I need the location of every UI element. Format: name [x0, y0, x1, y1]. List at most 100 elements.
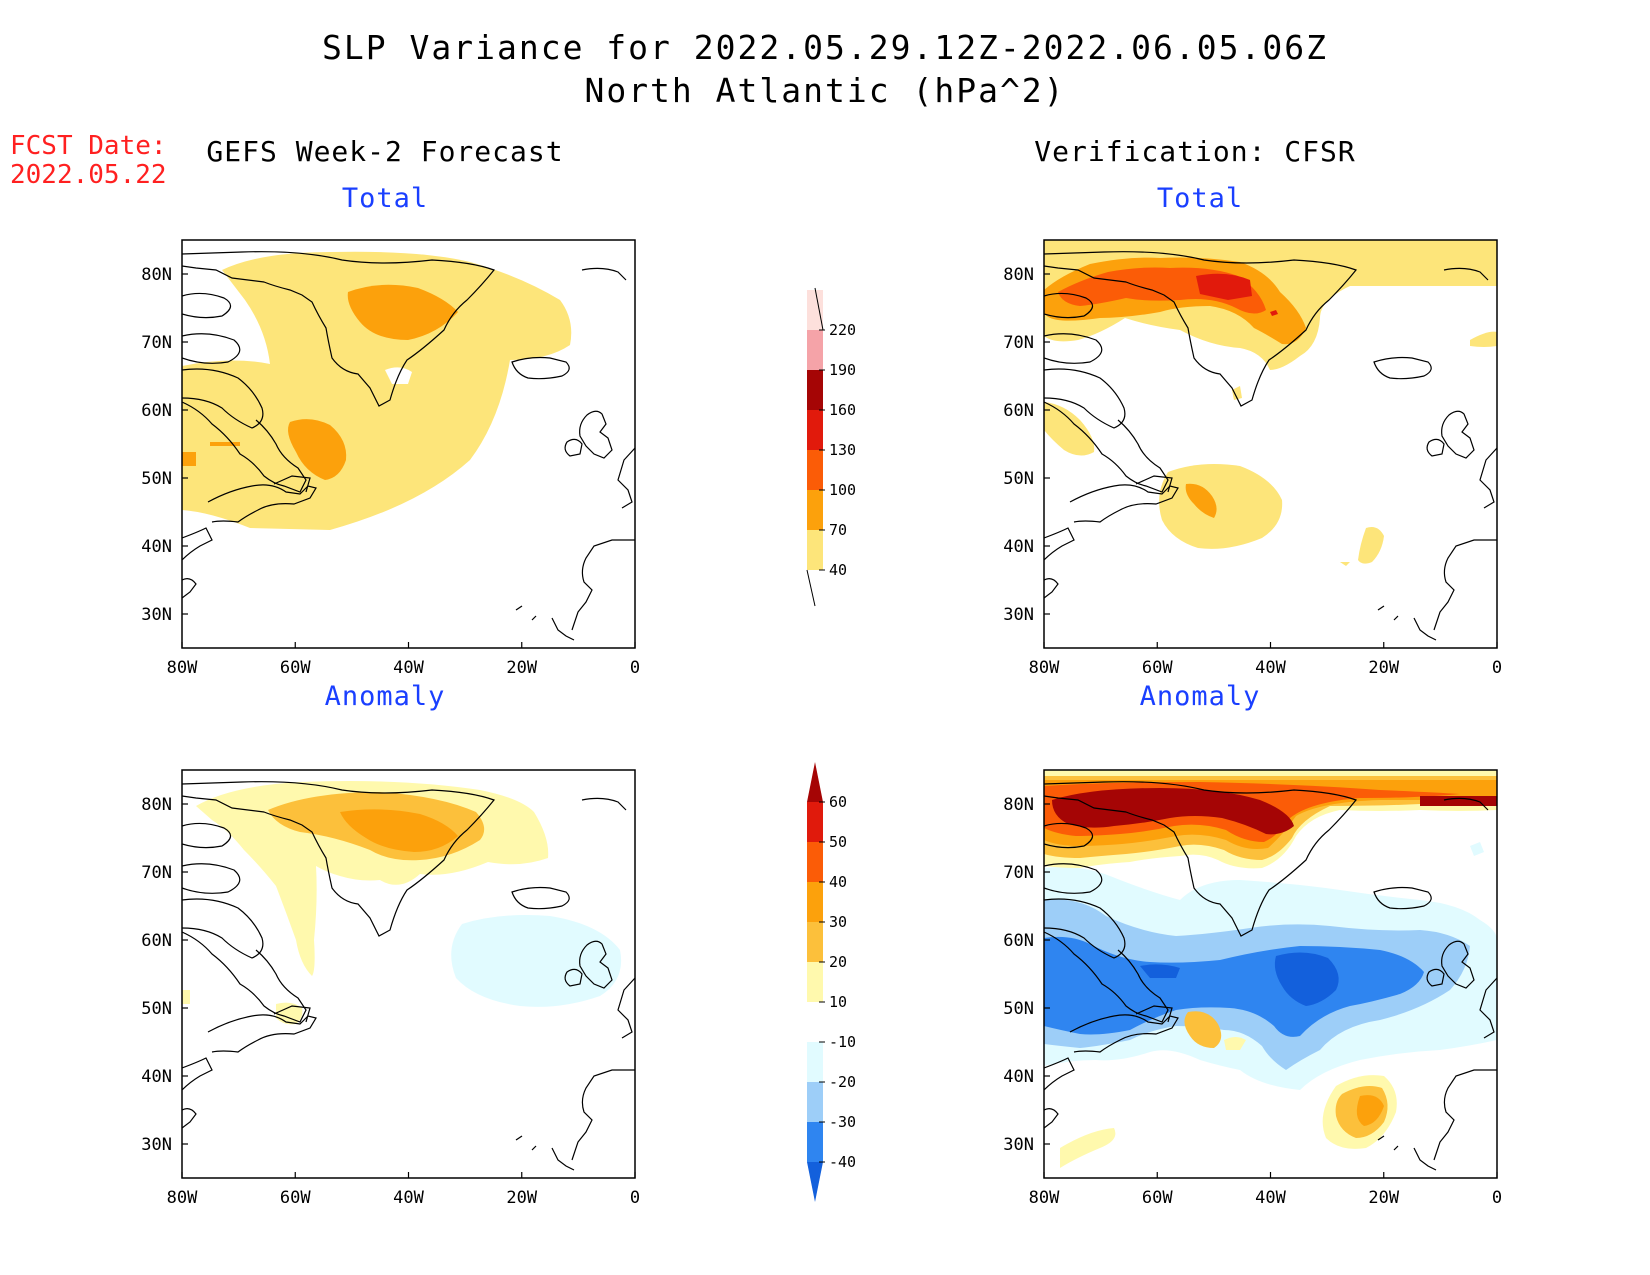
page-title-line1: SLP Variance for 2022.05.29.12Z-2022.06.…: [322, 28, 1328, 67]
colorbar-label: 100: [829, 481, 856, 499]
colorbar-end: [806, 569, 816, 607]
lon-tick-label: 80W: [167, 1188, 198, 1208]
forecast-total-title: Total: [341, 183, 429, 214]
colorbar-swatch: [807, 842, 823, 882]
colorbar-swatch: [807, 530, 823, 570]
colorbar-swatch: [807, 410, 823, 450]
colorbar-label: 130: [829, 441, 856, 459]
colorbar-swatch: [807, 882, 823, 922]
lat-tick-label: 40N: [1003, 537, 1034, 557]
colorbar-label: 50: [829, 833, 847, 851]
verification-column-title: Verification: CFSR: [1034, 135, 1356, 168]
colorbar-label: 160: [829, 401, 856, 419]
colorbar-label: 220: [829, 321, 856, 339]
colorbar-end: [814, 287, 824, 331]
lon-tick-label: 80W: [1029, 1188, 1060, 1208]
colorbar-swatch: [807, 1162, 823, 1202]
colorbar-swatch: [807, 330, 823, 370]
lat-tick-label: 60N: [141, 401, 172, 421]
colorbar-swatch: [807, 290, 823, 330]
panel-axes: 80N 70N 60N 50N 40N 30N 80W 60W 40W 20W 0: [141, 265, 640, 678]
lon-tick-label: 20W: [506, 658, 537, 678]
colorbar-label: 20: [829, 953, 847, 971]
total-colorbar: 40 70 100 130 160 190 220: [806, 287, 856, 607]
forecast-column-title: GEFS Week-2 Forecast: [206, 135, 564, 168]
colorbar-swatch: [807, 802, 823, 842]
colorbar-label: 40: [829, 561, 847, 579]
colorbar-swatch: [807, 1042, 823, 1082]
lat-tick-label: 30N: [1003, 1135, 1034, 1155]
forecast-anomaly-title: Anomaly: [324, 681, 446, 712]
lon-tick-label: 60W: [280, 658, 311, 678]
colorbar-label: 10: [829, 993, 847, 1011]
lon-tick-label: 40W: [393, 1188, 424, 1208]
lat-tick-label: 60N: [1003, 931, 1034, 951]
lon-tick-label: 40W: [1255, 1188, 1286, 1208]
colorbar-swatch: [807, 762, 823, 802]
lon-tick-label: 60W: [1142, 658, 1173, 678]
lat-tick-label: 70N: [1003, 333, 1034, 353]
lon-tick-label: 20W: [1368, 658, 1399, 678]
lon-tick-label: 20W: [506, 1188, 537, 1208]
anomaly-colorbar: -40 -30 -20 -10 10 20 30 40 50 60: [807, 762, 856, 1202]
lat-tick-label: 50N: [141, 999, 172, 1019]
fcst-date-value: 2022.05.22: [10, 160, 167, 190]
lat-tick-label: 60N: [1003, 401, 1034, 421]
colorbar-swatch: [807, 922, 823, 962]
panel-axes: 80N 70N 60N 50N 40N 30N 80W 60W 40W 20W 0: [1003, 265, 1502, 678]
forecast-total-map: [181, 239, 636, 649]
lat-tick-label: 50N: [141, 469, 172, 489]
lat-tick-label: 50N: [1003, 469, 1034, 489]
lon-tick-label: 60W: [1142, 1188, 1173, 1208]
lon-tick-label: 20W: [1368, 1188, 1399, 1208]
colorbar-label: -10: [829, 1033, 856, 1051]
panel-axes: 80N 70N 60N 50N 40N 30N 80W 60W 40W 20W 0: [1003, 795, 1502, 1208]
colorbar-swatch: [807, 450, 823, 490]
lat-tick-label: 80N: [141, 795, 172, 815]
lat-tick-label: 70N: [1003, 863, 1034, 883]
lon-tick-label: 80W: [1029, 658, 1060, 678]
colorbar-swatch: [807, 1082, 823, 1122]
colorbar-swatch: [807, 490, 823, 530]
colorbar-label: 70: [829, 521, 847, 539]
page-title-line2: North Atlantic (hPa^2): [584, 71, 1066, 110]
lat-tick-label: 50N: [1003, 999, 1034, 1019]
colorbar-swatch: [807, 1122, 823, 1162]
lon-tick-label: 0: [1492, 658, 1502, 678]
lon-tick-label: 0: [1492, 1188, 1502, 1208]
colorbar-swatch: [807, 1002, 823, 1042]
lon-tick-label: 40W: [1255, 658, 1286, 678]
verification-anomaly-map: [1043, 769, 1498, 1179]
colorbar-label: 40: [829, 873, 847, 891]
lat-tick-label: 30N: [1003, 605, 1034, 625]
verification-anomaly-title: Anomaly: [1139, 681, 1261, 712]
fcst-date-label: FCST Date:: [10, 131, 167, 161]
forecast-anomaly-map: [181, 769, 636, 1179]
lat-tick-label: 70N: [141, 333, 172, 353]
lat-tick-label: 30N: [141, 605, 172, 625]
lon-tick-label: 40W: [393, 658, 424, 678]
lat-tick-label: 30N: [141, 1135, 172, 1155]
verification-total-title: Total: [1156, 183, 1244, 214]
colorbar-label: -40: [829, 1153, 856, 1171]
lon-tick-label: 0: [630, 1188, 640, 1208]
lat-tick-label: 80N: [141, 265, 172, 285]
colorbar-swatch: [807, 962, 823, 1002]
lon-tick-label: 60W: [280, 1188, 311, 1208]
panel-axes: 80N 70N 60N 50N 40N 30N 80W 60W 40W 20W 0: [141, 795, 640, 1208]
lat-tick-label: 70N: [141, 863, 172, 883]
colorbar-swatch: [807, 370, 823, 410]
lat-tick-label: 40N: [1003, 1067, 1034, 1087]
colorbar-label: 30: [829, 913, 847, 931]
colorbar-label: 60: [829, 793, 847, 811]
colorbar-label: 190: [829, 361, 856, 379]
lat-tick-label: 80N: [1003, 795, 1034, 815]
lon-tick-label: 80W: [167, 658, 198, 678]
lat-tick-label: 40N: [141, 537, 172, 557]
verification-total-map: [1043, 239, 1498, 649]
lat-tick-label: 60N: [141, 931, 172, 951]
lon-tick-label: 0: [630, 658, 640, 678]
lat-tick-label: 80N: [1003, 265, 1034, 285]
colorbar-label: -30: [829, 1113, 856, 1131]
